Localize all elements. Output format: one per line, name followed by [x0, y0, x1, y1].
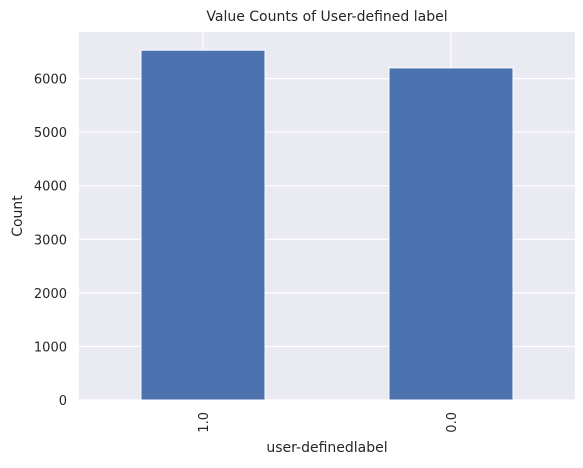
y-tick-label: 6000 — [34, 73, 67, 88]
bar — [140, 49, 266, 401]
x-tick-label: 0.0 — [445, 412, 460, 433]
y-tick-label: 2000 — [34, 287, 67, 302]
y-tick-label: 5000 — [34, 126, 67, 141]
y-axis-ticks: 0 1000 2000 3000 4000 5000 6000 — [34, 73, 67, 409]
y-tick-label: 0 — [59, 394, 67, 409]
x-axis-label: user-definedlabel — [266, 440, 387, 456]
bars — [140, 49, 514, 401]
x-tick-label: 1.0 — [197, 412, 212, 433]
y-tick-label: 4000 — [34, 180, 67, 195]
chart-title: Value Counts of User-defined label — [206, 9, 447, 25]
bar — [388, 67, 514, 401]
y-tick-label: 3000 — [34, 233, 67, 248]
y-tick-label: 1000 — [34, 340, 67, 355]
y-axis-label: Count — [10, 195, 26, 237]
x-axis-ticks: 1.0 0.0 — [197, 412, 460, 433]
